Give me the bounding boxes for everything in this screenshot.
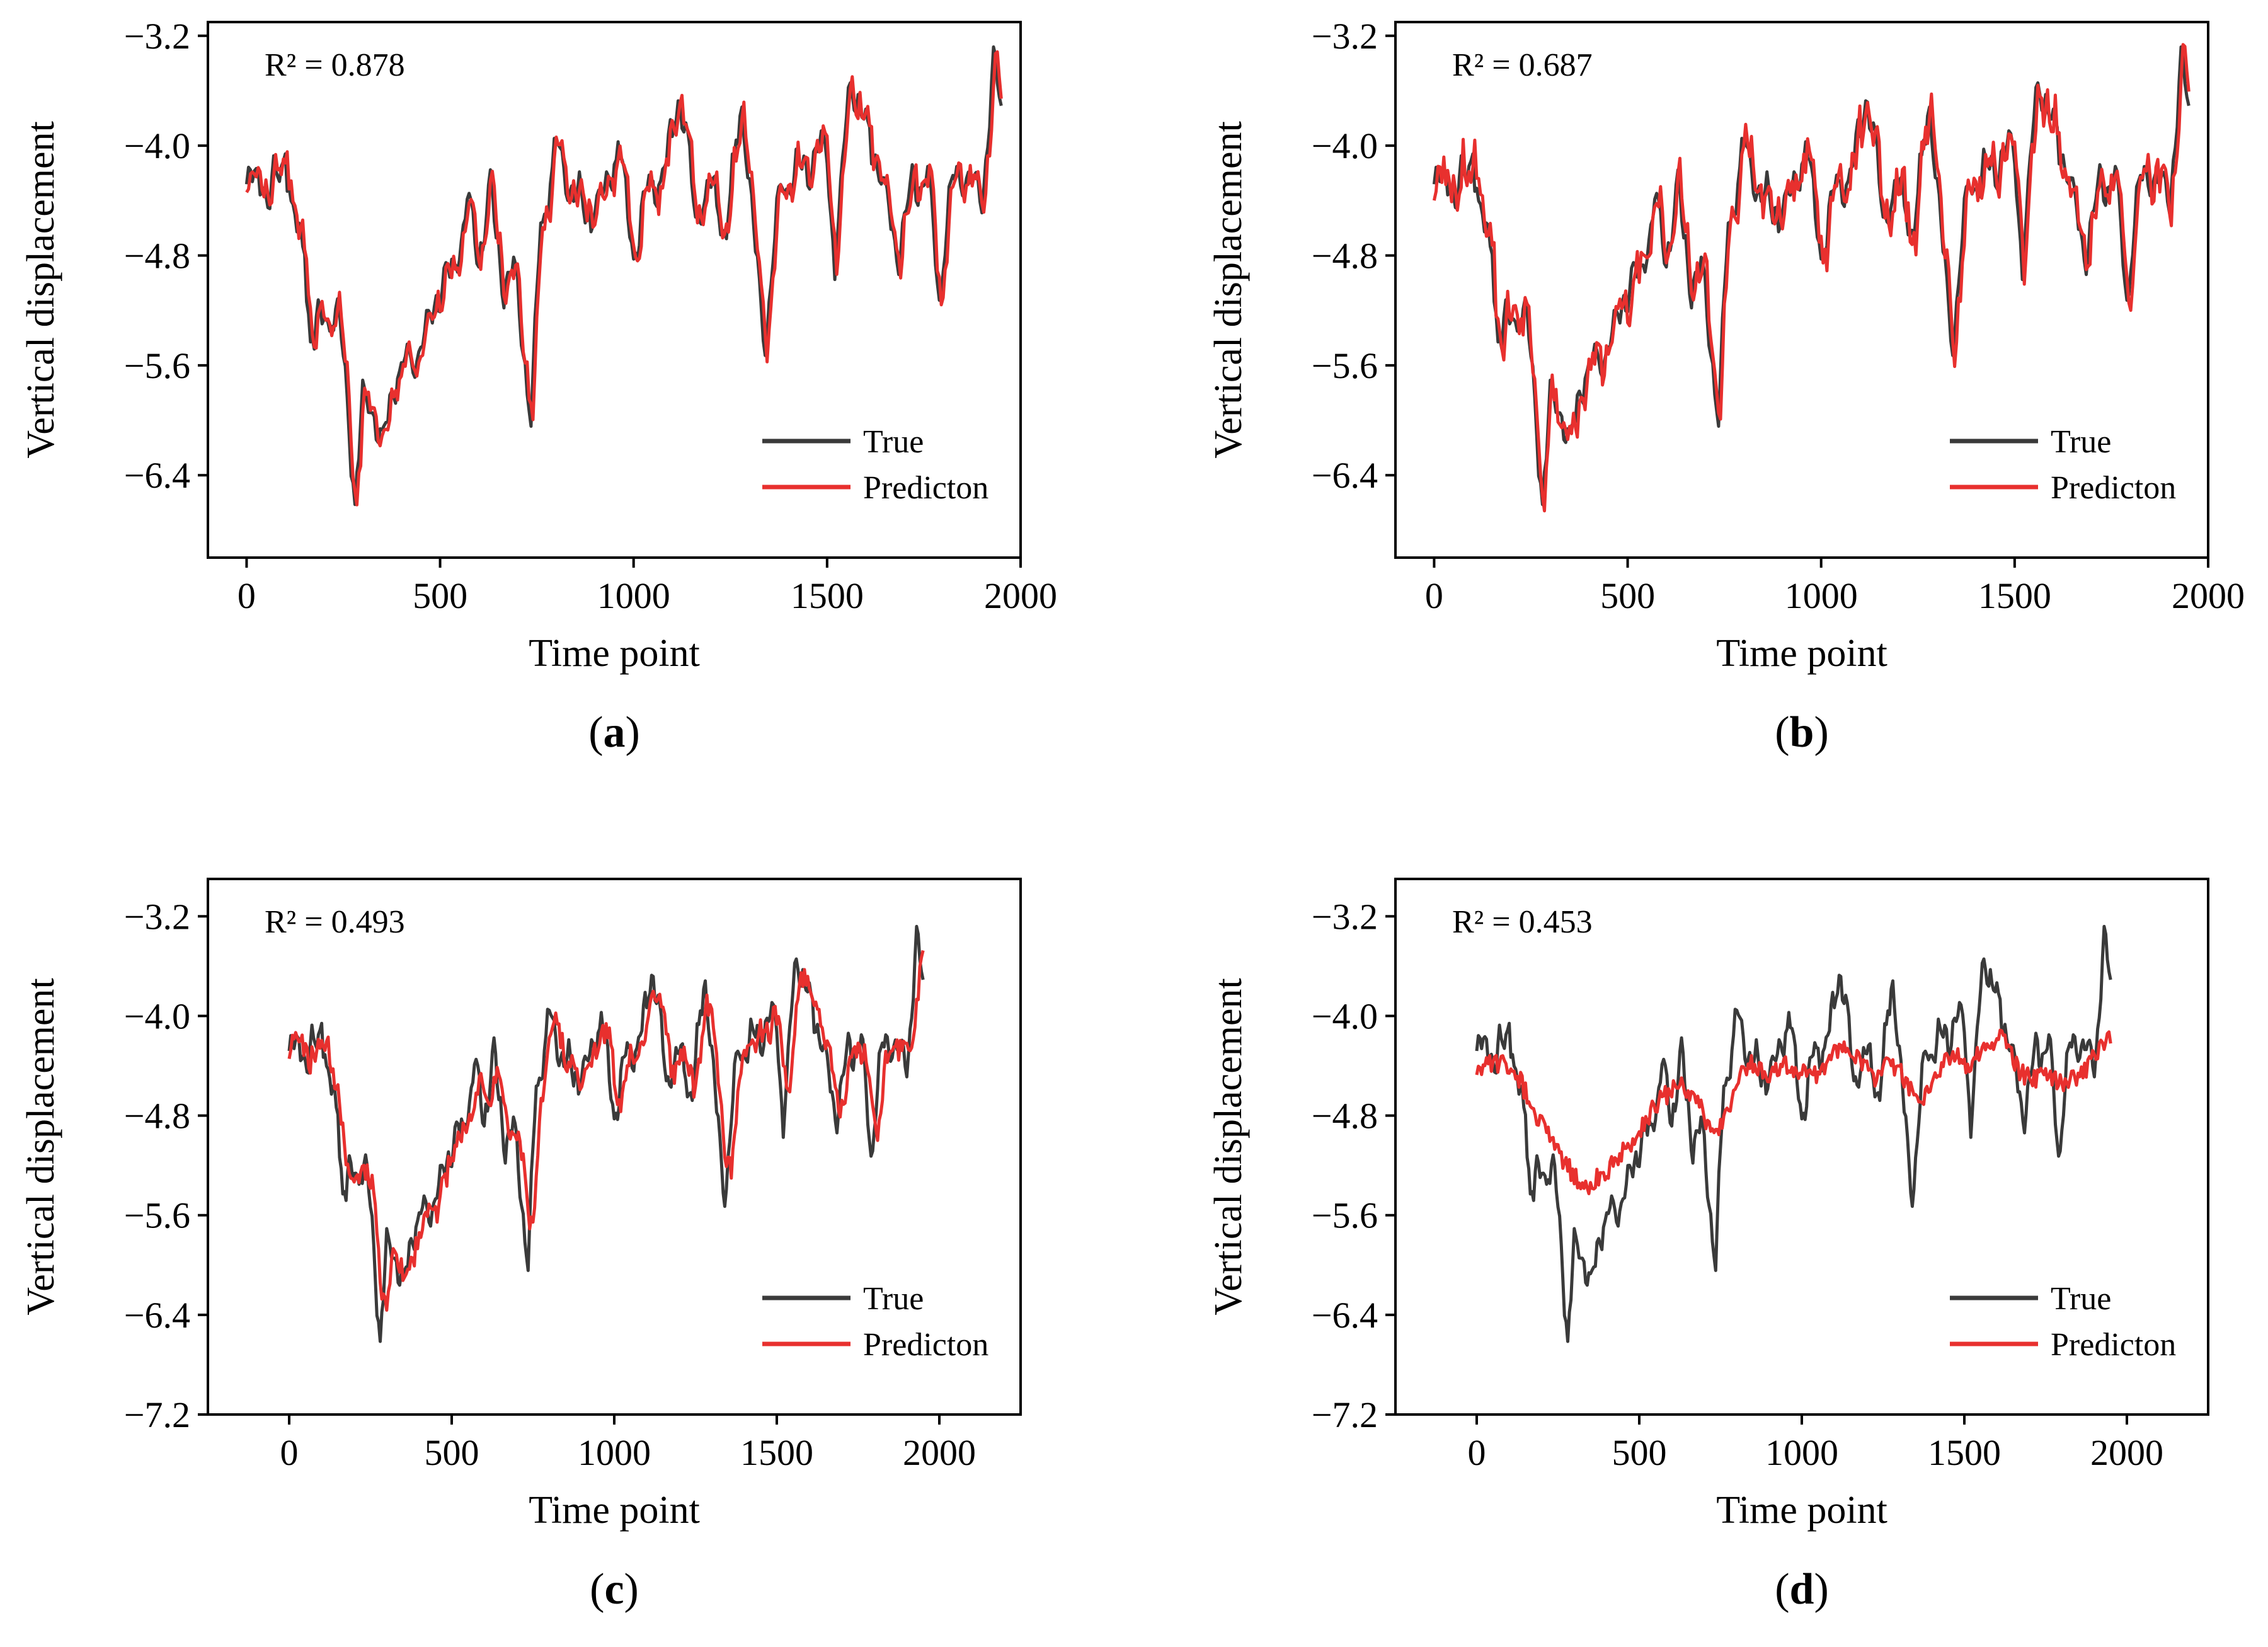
plot-frame: [207, 21, 1022, 559]
series-line-true: [287, 924, 925, 1343]
y-axis-title: Vertical displacement: [20, 121, 62, 458]
y-tick-label: −4.8: [1312, 1096, 1378, 1137]
y-tick-label: −4.0: [124, 996, 190, 1036]
x-tick-label: 2000: [2172, 575, 2245, 616]
x-tick-label: 0: [1468, 1432, 1486, 1473]
y-tick-label: −3.2: [124, 16, 190, 57]
x-tick-label: 1000: [1765, 1432, 1838, 1473]
x-axis-title: Time point: [1716, 1489, 1887, 1532]
y-tick-label: −3.2: [1312, 896, 1378, 937]
x-axis-title: Time point: [1716, 632, 1887, 675]
y-tick-label: −7.2: [1312, 1394, 1378, 1435]
legend-label-true: True: [2051, 1281, 2111, 1317]
panel-caption: (a): [588, 708, 640, 757]
y-axis-title: Vertical displacement: [20, 978, 62, 1315]
x-tick-label: 1500: [1978, 575, 2051, 616]
x-tick-label: 500: [425, 1432, 479, 1473]
x-tick-label: 500: [1600, 575, 1655, 616]
legend-label-prediction: Predicton: [863, 470, 988, 506]
panel-a: −6.4 −5.6 −4.8 −4.0 −3.2 0 500 1000 1500 2000 Time…: [20, 16, 1057, 757]
y-tick-label: −3.2: [1312, 16, 1378, 57]
legend-label-true: True: [863, 1281, 924, 1317]
legend-label-true: True: [2051, 424, 2111, 460]
y-tick-label: −5.6: [1312, 345, 1378, 386]
y-tick-label: −7.2: [124, 1394, 190, 1435]
r-squared-annotation: R² = 0.453: [1452, 904, 1593, 940]
y-axis-title: Vertical displacement: [1207, 978, 1250, 1315]
legend-label-prediction: Predicton: [2051, 1327, 2176, 1363]
panel-b: −6.4 −5.6 −4.8 −4.0 −3.2 0 500 1000 1500 2000 Time…: [1207, 16, 2245, 757]
y-tick-label: −4.8: [124, 1096, 190, 1137]
x-tick-label: 1000: [597, 575, 670, 616]
y-tick-label: −3.2: [124, 896, 190, 937]
legend-label-prediction: Predicton: [863, 1327, 988, 1363]
x-axis-title: Time point: [529, 632, 700, 675]
series-line-prediction: [287, 950, 925, 1312]
r-squared-annotation: R² = 0.493: [265, 904, 405, 940]
series-line-true: [1475, 924, 2112, 1343]
panel-caption: (c): [590, 1565, 639, 1614]
y-tick-label: −6.4: [124, 1295, 190, 1336]
series-line-true: [1432, 45, 2191, 507]
r-squared-annotation: R² = 0.878: [265, 47, 405, 83]
panel-c: −7.2 −6.4 −5.6 −4.8 −4.0 −3.2 0 500 1000 1500 2000…: [20, 878, 1022, 1614]
y-tick-label: −4.8: [124, 236, 190, 277]
r-squared-annotation: R² = 0.687: [1452, 47, 1593, 83]
y-tick-label: −5.6: [124, 1195, 190, 1236]
x-tick-label: 1000: [578, 1432, 651, 1473]
x-tick-label: 2000: [2090, 1432, 2163, 1473]
y-tick-label: −4.8: [1312, 236, 1378, 277]
x-tick-label: 1500: [791, 575, 864, 616]
y-tick-label: −6.4: [124, 455, 190, 496]
x-tick-label: 1500: [740, 1432, 813, 1473]
x-tick-label: 500: [413, 575, 467, 616]
x-tick-label: 1500: [1928, 1432, 2001, 1473]
legend-label-true: True: [863, 424, 924, 460]
legend-label-prediction: Predicton: [2051, 470, 2176, 506]
y-tick-label: −6.4: [1312, 1295, 1378, 1336]
series-line-prediction: [1475, 1028, 2112, 1195]
y-tick-label: −4.0: [1312, 125, 1378, 166]
x-tick-label: 2000: [903, 1432, 976, 1473]
x-tick-label: 0: [280, 1432, 299, 1473]
y-tick-label: −5.6: [124, 345, 190, 386]
x-tick-label: 500: [1612, 1432, 1667, 1473]
panel-d: −7.2 −6.4 −5.6 −4.8 −4.0 −3.2 0 500 1000 1500 2000…: [1207, 878, 2209, 1614]
y-tick-label: −5.6: [1312, 1195, 1378, 1236]
y-tick-label: −6.4: [1312, 455, 1378, 496]
x-tick-label: 2000: [984, 575, 1057, 616]
panel-caption: (d): [1775, 1565, 1829, 1614]
y-tick-label: −4.0: [1312, 996, 1378, 1036]
x-axis-title: Time point: [529, 1489, 700, 1532]
series-line-prediction: [245, 50, 1003, 507]
plot-frame: [1394, 21, 2209, 559]
x-tick-label: 1000: [1785, 575, 1858, 616]
panel-caption: (b): [1775, 708, 1829, 757]
x-tick-label: 0: [1425, 575, 1443, 616]
y-tick-label: −4.0: [124, 125, 190, 166]
y-axis-title: Vertical displacement: [1207, 121, 1250, 458]
series-line-prediction: [1432, 43, 2191, 513]
x-tick-label: 0: [238, 575, 256, 616]
